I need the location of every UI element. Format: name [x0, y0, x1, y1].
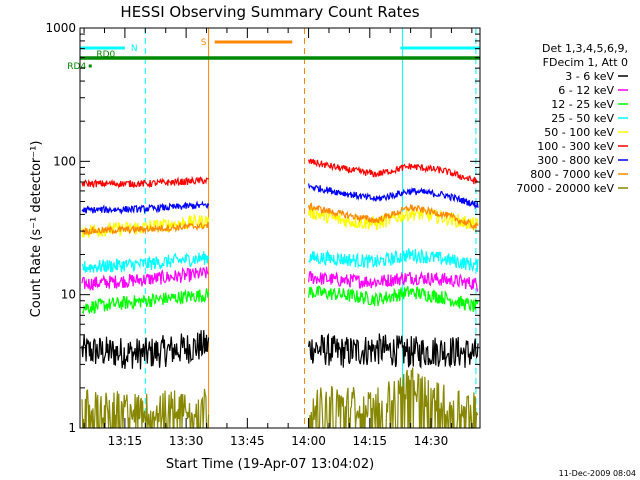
series-8-segment-1: [308, 367, 479, 429]
series-3-segment-1: [308, 248, 479, 273]
y-tick-label-2: 100: [53, 154, 76, 168]
x-tick-label-0: 13:15: [108, 434, 143, 448]
y-tick-label-3: 1000: [45, 21, 76, 35]
x-tick-label-2: 13:45: [230, 434, 265, 448]
y-tick-label-0: 1: [68, 421, 76, 435]
flag-rd0: RD0: [80, 50, 480, 60]
series-5-segment-0: [81, 175, 210, 189]
series-6-segment-0: [81, 200, 210, 215]
x-tick-label-4: 14:15: [352, 434, 387, 448]
flag-label-rd4: RD4: [67, 62, 86, 72]
legend-label-2: 12 - 25 keV: [551, 98, 614, 111]
x-tick-label-3: 14:00: [291, 434, 326, 448]
legend-label-3: 25 - 50 keV: [551, 112, 614, 125]
series-0-segment-1: [308, 332, 479, 369]
chart-title: HESSI Observing Summary Count Rates: [120, 3, 419, 21]
y-axis-label: Count Rate (s⁻¹ detector⁻¹): [29, 141, 44, 318]
legend-label-0: 3 - 6 keV: [565, 70, 614, 83]
legend-label-4: 50 - 100 keV: [544, 126, 614, 139]
series-6-segment-1: [308, 183, 479, 210]
legend-label-5: 100 - 300 keV: [537, 140, 614, 153]
legend-label-6: 300 - 800 keV: [537, 154, 614, 167]
flag-label-rd0: RD0: [96, 50, 115, 60]
timestamp: 11-Dec-2009 08:04: [559, 469, 636, 478]
plot-frame: [79, 27, 481, 429]
series-7: [81, 202, 479, 236]
legend-label-8: 7000 - 20000 keV: [516, 182, 614, 195]
series-7-segment-1: [308, 202, 479, 231]
series-1-segment-1: [308, 270, 479, 293]
series-6: [81, 183, 479, 215]
series-2-segment-0: [81, 288, 210, 315]
series-5-segment-1: [308, 158, 479, 185]
flag-s: S: [201, 38, 293, 48]
flag-point-0: [88, 64, 92, 68]
flag-layer: N S RD0 RD4: [67, 38, 480, 72]
legend: Det 1,3,4,5,6,9,FDecim 1, Att 03 - 6 keV…: [516, 42, 628, 195]
legend-header-0: Det 1,3,4,5,6,9,: [542, 42, 628, 55]
series-2: [81, 285, 479, 315]
series-0: [81, 330, 479, 370]
series-1-segment-0: [81, 266, 209, 292]
x-axis-label: Start Time (19-Apr-07 13:04:02): [166, 457, 374, 472]
series-0-segment-0: [81, 330, 210, 370]
flag-rd4: RD4: [67, 62, 92, 72]
x-tick-label-1: 13:30: [169, 434, 204, 448]
series-8: [81, 367, 479, 429]
series-7-segment-0: [81, 221, 209, 236]
y-tick-label-1: 10: [61, 288, 76, 302]
legend-label-7: 800 - 7000 keV: [530, 168, 614, 181]
series-3: [81, 248, 479, 273]
series-layer: [81, 158, 479, 429]
series-8-segment-0: [81, 388, 210, 429]
series-1: [81, 266, 479, 293]
legend-label-1: 6 - 12 keV: [558, 84, 614, 97]
axes: 1 10 100 1000 13:15 13:30 13:45 14:00 14:15 14:30: [45, 21, 481, 448]
legend-header-1: FDecim 1, Att 0: [543, 56, 628, 69]
flag-n: N: [80, 44, 480, 54]
series-2-segment-1: [308, 285, 479, 313]
flag-label-s: S: [201, 38, 207, 48]
x-tick-label-5: 14:30: [414, 434, 449, 448]
series-3-segment-0: [81, 251, 210, 273]
flag-label-n: N: [131, 44, 138, 54]
series-5: [81, 158, 479, 189]
